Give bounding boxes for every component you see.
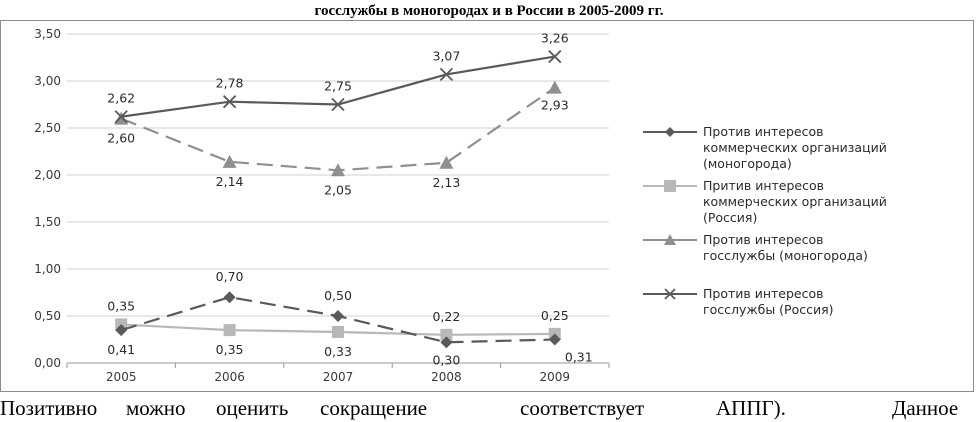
point-marker-diamond <box>115 324 128 337</box>
chart-title: госслужбы в моногородах и в России в 200… <box>314 3 664 19</box>
body-word: оценить <box>216 396 289 420</box>
body-word: можно <box>126 396 186 420</box>
point-marker-x <box>331 97 345 112</box>
data-label: 0,50 <box>324 288 352 303</box>
data-label: 0,33 <box>324 344 352 359</box>
x-tick-label: 2009 <box>540 370 571 384</box>
data-label: 2,62 <box>107 91 135 106</box>
x-tick-label: 2005 <box>106 370 137 384</box>
y-tick-label: 2,00 <box>34 168 61 182</box>
point-marker-x <box>548 49 562 64</box>
data-label: 3,07 <box>432 48 460 63</box>
point-marker-diamond <box>548 333 561 346</box>
point-marker-diamond <box>223 291 236 304</box>
body-word: сокращение <box>320 396 428 420</box>
legend-label: Притив интересов коммерческих организаци… <box>703 178 887 225</box>
body-word: соответствует <box>520 396 645 420</box>
point-marker-square <box>332 325 344 338</box>
data-label: 0,70 <box>216 269 244 284</box>
data-label: 2,75 <box>324 79 352 94</box>
y-tick-label: 1,50 <box>34 215 61 229</box>
data-label: 3,26 <box>541 31 569 46</box>
body-word: АППГ). <box>716 396 786 420</box>
point-marker-x <box>222 95 237 109</box>
legend-swatch-x <box>643 288 697 300</box>
data-label: 0,25 <box>541 308 569 323</box>
y-tick-label: 2,50 <box>34 121 61 135</box>
x-tick-label: 2006 <box>214 370 245 384</box>
data-label: 0,22 <box>432 309 460 324</box>
x-tick-label: 2008 <box>431 370 462 384</box>
point-marker-x <box>439 67 454 82</box>
legend-swatch-square <box>643 180 697 192</box>
legend-item-commercial-russia: Притив интересов коммерческих организаци… <box>641 178 971 232</box>
data-label: 0,35 <box>216 342 244 357</box>
point-marker-diamond <box>332 310 344 322</box>
y-tick-label: 1,00 <box>34 262 61 276</box>
point-marker-x <box>114 110 128 124</box>
legend-swatch-triangle <box>643 234 697 245</box>
data-label: 2,14 <box>216 174 244 189</box>
x-tick-label: 2007 <box>323 370 354 384</box>
body-word: Позитивно <box>0 396 98 420</box>
y-tick-label: 0,00 <box>34 356 61 370</box>
legend-item-commercial-monotowns: Против интересов коммерческих организаци… <box>641 124 971 178</box>
data-label: 2,78 <box>216 76 244 91</box>
point-marker-triangle <box>331 163 345 177</box>
data-label: 2,13 <box>432 175 460 190</box>
legend-label: Против интересов коммерческих организаци… <box>703 124 887 171</box>
body-word: Данное <box>892 396 959 420</box>
body-text-line: Позитивно можно оценить сокращение соотв… <box>0 395 978 422</box>
data-label: 2,93 <box>541 98 569 113</box>
series-line <box>120 86 556 172</box>
point-marker-triangle <box>439 155 454 169</box>
y-tick-label: 3,00 <box>34 74 61 88</box>
y-tick-label: 0,50 <box>34 309 61 323</box>
data-label: 0,41 <box>107 342 135 357</box>
data-label: 0,31 <box>565 350 593 365</box>
legend-label: Против интересов госслужбы (моногорода) <box>703 232 868 263</box>
data-label: 2,60 <box>107 131 135 146</box>
data-label: 2,05 <box>324 182 352 197</box>
point-marker-square <box>440 328 453 341</box>
legend-item-civilservice-monotowns: Против интересов госслужбы (моногорода) <box>641 232 971 286</box>
point-marker-triangle <box>222 154 237 168</box>
legend-swatch-diamond <box>643 127 697 137</box>
data-label: 0,30 <box>432 352 460 367</box>
legend-label: Против интересов госслужбы (Россия) <box>703 286 834 317</box>
point-marker-square <box>223 324 236 337</box>
legend-item-civilservice-russia: Против интересов госслужбы (Россия) <box>641 286 971 340</box>
point-marker-diamond <box>440 336 453 349</box>
y-tick-label: 3,50 <box>34 27 61 41</box>
point-marker-triangle <box>547 80 562 94</box>
chart-frame: 0,00 0,50 1,00 1,50 2,00 2,50 3,00 3,50 2005 2006… <box>0 20 974 392</box>
data-label: 0,35 <box>107 298 135 313</box>
line-chart: 0,00 0,50 1,00 1,50 2,00 2,50 3,00 3,50 2005 2006… <box>34 27 610 384</box>
chart-legend: Против интересов коммерческих организаци… <box>641 124 971 340</box>
